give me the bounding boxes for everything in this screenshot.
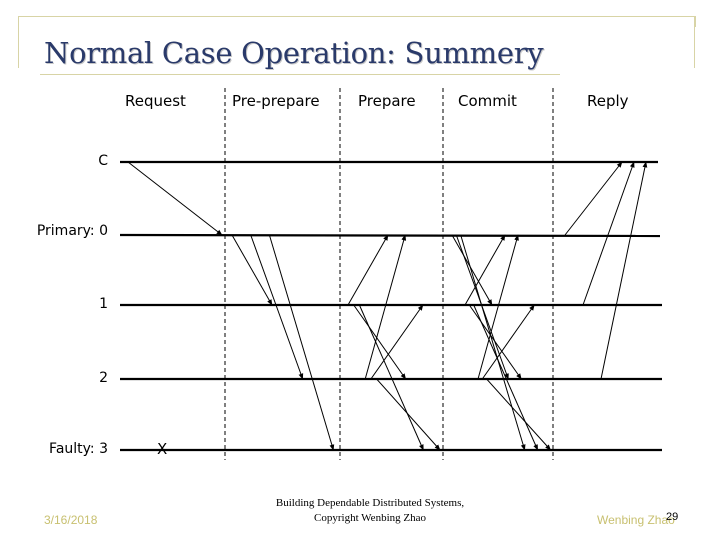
message-arrow-commit-replica1-to-primary [464, 234, 506, 306]
message-arrow-commit-replica2-to-faulty [486, 378, 552, 451]
phase-label-request: Request [125, 92, 186, 110]
node-label-replica-1: 1 [99, 296, 108, 312]
message-arrow-prepare-replica2-to-replica1 [370, 304, 424, 380]
phase-separators [224, 88, 554, 460]
footer-author: Wenbing Zhao [597, 513, 675, 527]
message-arrow-commit-primary-to-replica1 [451, 234, 493, 306]
message-arrow-pre-prepare-primary-to-replica2 [250, 234, 304, 380]
footer-page-number: 29 [666, 511, 679, 523]
message-arrow-reply-replica2-to-client [600, 161, 648, 380]
message-arrow-pre-prepare-primary-to-faulty [268, 234, 335, 451]
slide-title: Normal Case Operation: Summery [44, 36, 544, 70]
message-arrow-commit-replica2-to-primary [477, 234, 519, 380]
phase-label-reply: Reply [587, 92, 629, 110]
footer-course-line-1: Building Dependable Distributed Systems, [275, 497, 465, 509]
node-label-client: C [98, 153, 108, 169]
message-arrow-prepare-replica2-to-faulty [376, 378, 441, 451]
message-arrow-pre-prepare-primary-to-replica1 [231, 234, 273, 306]
message-arrow-commit-primary-to-faulty [460, 234, 526, 451]
message-arrow-prepare-replica1-to-primary [347, 234, 389, 306]
phase-label-prepare: Prepare [358, 92, 416, 110]
message-arrow-commit-replica2-to-replica1 [481, 304, 535, 380]
footer-date: 3/16/2018 [44, 513, 98, 527]
phase-label-pre-prepare: Pre-prepare [232, 92, 320, 110]
message-arrow-reply-primary-to-client [564, 161, 623, 236]
message-arrow-prepare-replica1-to-faulty [358, 304, 424, 451]
phase-label-commit: Commit [458, 92, 517, 110]
message-arrow-commit-replica1-to-faulty [473, 304, 539, 451]
message-arrows [127, 161, 648, 451]
message-arrow-commit-replica1-to-replica2 [468, 304, 522, 380]
node-timelines [119, 160, 662, 452]
node-label-faulty: Faulty: 3 [49, 441, 108, 457]
footer-course-line-2: Copyright Wenbing Zhao [314, 512, 426, 524]
timeline-primary [119, 233, 661, 238]
footer-course: Building Dependable Distributed Systems,… [210, 496, 530, 526]
node-label-primary: Primary: 0 [36, 223, 108, 239]
slide-frame-right [694, 16, 705, 68]
slide-frame-left [18, 16, 29, 68]
message-arrow-request-client-to-primary [127, 161, 223, 236]
message-arrow-prepare-replica1-to-replica2 [353, 304, 407, 380]
message-arrow-reply-replica1-to-client [582, 161, 635, 306]
node-label-replica-2: 2 [99, 370, 108, 386]
title-underline [40, 74, 560, 75]
message-arrow-prepare-replica2-to-primary [364, 234, 407, 380]
